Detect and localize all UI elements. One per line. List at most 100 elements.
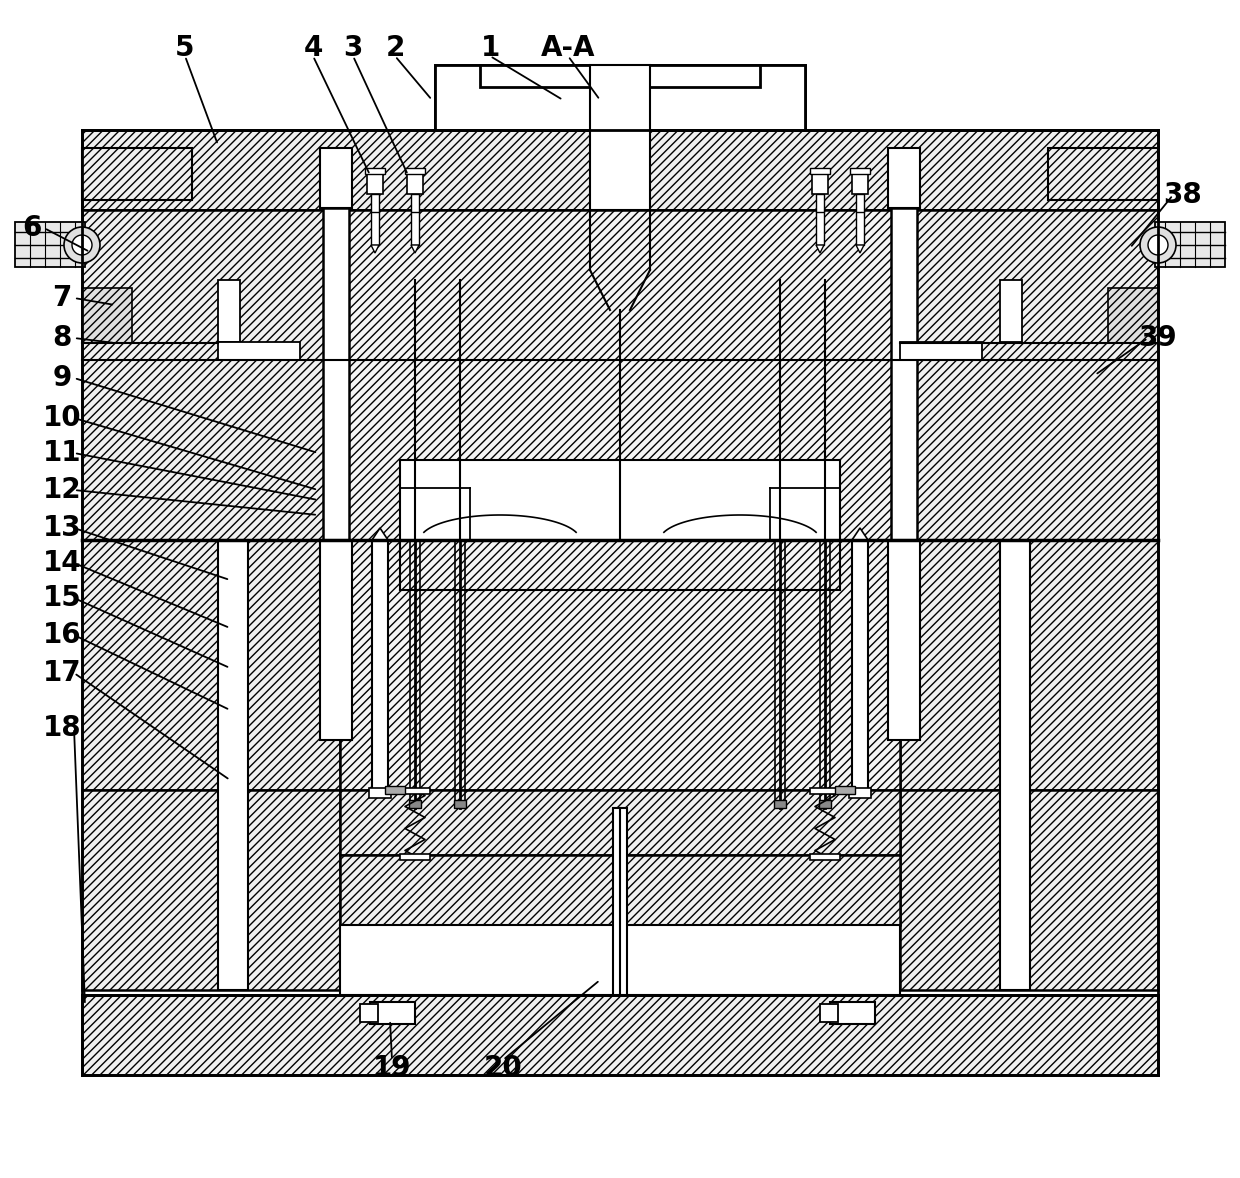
Bar [82, 540, 340, 790]
Text: 7: 7 [52, 284, 72, 312]
Bar [371, 210, 379, 245]
Bar [410, 210, 419, 245]
Bar [405, 168, 425, 174]
Bar [810, 788, 839, 794]
Bar [320, 148, 352, 209]
Bar [849, 788, 870, 798]
Bar [900, 210, 1158, 540]
Circle shape [1148, 234, 1168, 254]
Text: 2: 2 [386, 34, 404, 62]
Bar [900, 342, 982, 360]
Bar [812, 172, 828, 194]
Circle shape [64, 227, 100, 263]
Bar [82, 995, 1158, 1076]
Text: 10: 10 [42, 404, 82, 432]
Bar [820, 1004, 838, 1023]
Text: 38: 38 [1163, 181, 1203, 209]
Polygon shape [852, 528, 868, 540]
Bar [454, 800, 466, 808]
Text: 15: 15 [42, 584, 82, 613]
Bar [82, 148, 192, 200]
Text: 5: 5 [175, 34, 195, 62]
Bar [856, 194, 864, 212]
Bar [82, 790, 340, 990]
Bar [320, 540, 352, 740]
Bar [999, 540, 1030, 990]
Polygon shape [856, 245, 864, 253]
Bar [360, 1004, 378, 1023]
Bar [365, 168, 384, 174]
Text: 12: 12 [42, 476, 82, 504]
Text: 17: 17 [42, 659, 82, 687]
Bar [852, 540, 868, 790]
Text: 19: 19 [373, 1054, 412, 1083]
Bar [852, 172, 868, 194]
Circle shape [72, 234, 92, 254]
Bar [218, 342, 300, 360]
Bar [435, 65, 805, 130]
Bar [372, 540, 388, 790]
Bar [384, 786, 405, 794]
Text: 8: 8 [52, 324, 72, 352]
Polygon shape [371, 245, 379, 253]
Bar [1154, 221, 1225, 267]
Bar [218, 280, 241, 342]
Polygon shape [410, 245, 419, 253]
Bar [435, 65, 805, 130]
Bar [340, 925, 900, 995]
Text: 39: 39 [1138, 324, 1177, 352]
Bar [892, 209, 918, 540]
Bar [590, 65, 650, 210]
Bar [340, 540, 900, 790]
Text: A-A: A-A [541, 34, 595, 62]
Bar [218, 540, 248, 990]
Text: 13: 13 [42, 514, 82, 542]
Bar [900, 790, 1158, 990]
Bar [370, 788, 391, 798]
Text: 14: 14 [42, 549, 82, 577]
Bar [818, 800, 831, 808]
Bar [856, 210, 864, 245]
Bar [410, 194, 419, 212]
Text: 20: 20 [484, 1054, 522, 1083]
Bar [1048, 148, 1158, 200]
Bar [810, 168, 830, 174]
Bar [82, 210, 340, 540]
Bar [82, 130, 1158, 210]
Bar [370, 1002, 415, 1024]
Bar [401, 788, 430, 794]
Bar [409, 800, 422, 808]
Text: 18: 18 [42, 714, 82, 742]
Bar [888, 148, 920, 209]
Bar [816, 210, 825, 245]
Bar [401, 459, 839, 540]
Bar [816, 194, 825, 212]
Text: 6: 6 [22, 214, 42, 241]
Bar [82, 287, 131, 343]
Bar [849, 168, 870, 174]
Bar [774, 800, 786, 808]
Bar [480, 65, 760, 87]
Bar [371, 194, 379, 212]
Bar [322, 209, 348, 540]
Text: 3: 3 [343, 34, 362, 62]
Bar [367, 172, 383, 194]
Bar [1109, 287, 1158, 343]
Bar [888, 540, 920, 740]
Bar [407, 172, 423, 194]
Bar [830, 1002, 875, 1024]
Bar [900, 540, 1158, 790]
Bar [613, 808, 627, 995]
Text: 11: 11 [42, 439, 82, 466]
Polygon shape [372, 528, 388, 540]
Polygon shape [816, 245, 825, 253]
Text: 9: 9 [52, 364, 72, 392]
Bar [835, 786, 856, 794]
Bar [340, 790, 900, 855]
Bar [15, 221, 86, 267]
Bar [810, 854, 839, 860]
Bar [401, 854, 430, 860]
Bar [999, 280, 1022, 342]
Circle shape [1140, 227, 1176, 263]
Text: 16: 16 [42, 621, 82, 649]
